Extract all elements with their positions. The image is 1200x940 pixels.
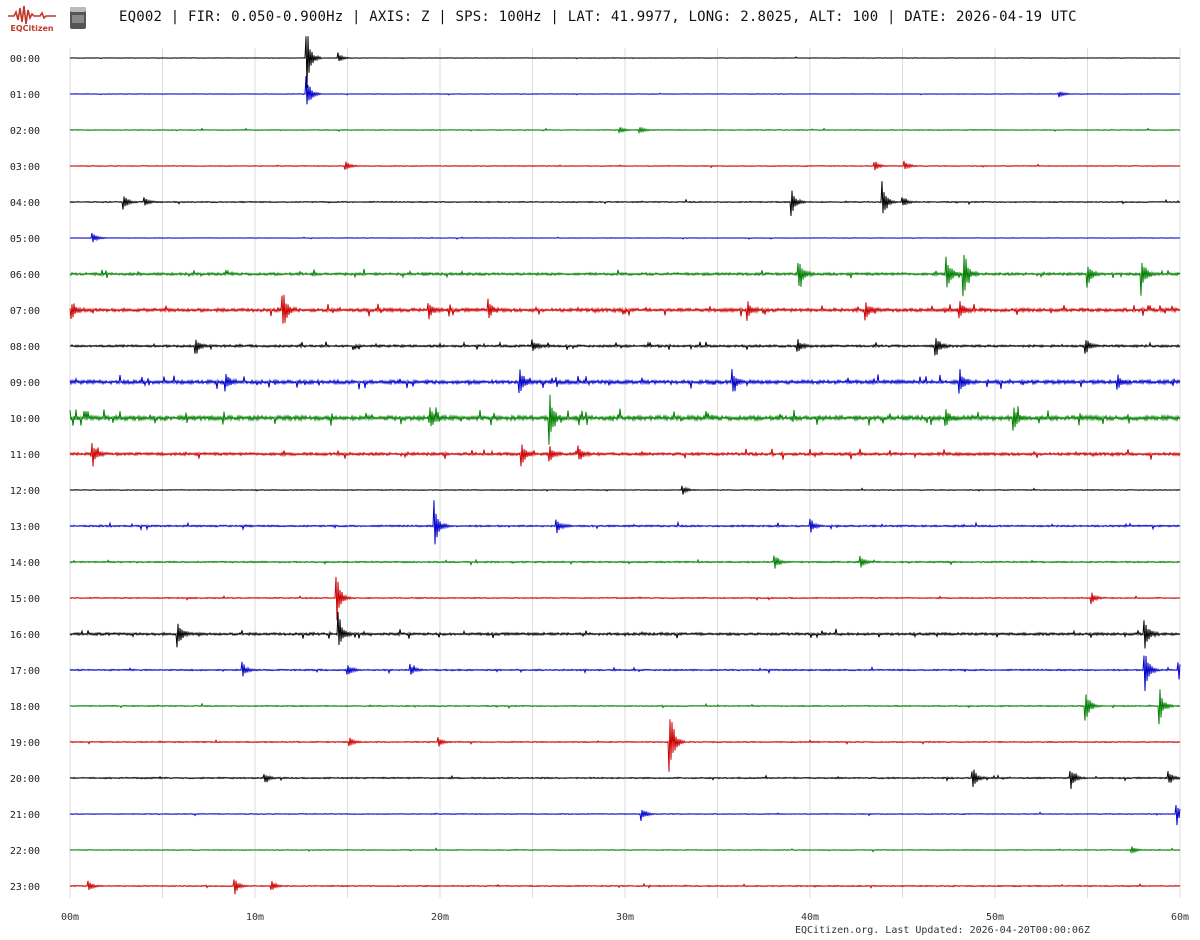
row-time-label: 10:00	[10, 414, 40, 425]
seismic-trace-1000	[69, 394, 1181, 445]
seismic-trace-1500	[69, 576, 1181, 621]
row-time-label: 08:00	[10, 342, 40, 353]
x-tick-label: 50m	[986, 912, 1004, 923]
x-tick-label: 30m	[616, 912, 634, 923]
seismic-trace-1800	[69, 689, 1181, 725]
last-updated-footer: EQCitizen.org. Last Updated: 2026-04-20T…	[794, 925, 1090, 936]
row-time-label: 19:00	[10, 738, 40, 749]
row-time-label: 16:00	[10, 630, 40, 641]
row-time-label: 04:00	[10, 198, 40, 209]
x-tick-label: 60m	[1171, 912, 1189, 923]
row-time-label: 05:00	[10, 234, 40, 245]
seismogram-logo-icon	[8, 5, 56, 25]
x-tick-label: 20m	[431, 912, 449, 923]
seismic-trace-1700	[69, 655, 1181, 692]
row-time-label: 07:00	[10, 306, 40, 317]
seismic-trace-0100	[69, 75, 1181, 105]
seismic-trace-2200	[69, 846, 1181, 855]
seismic-trace-1100	[69, 442, 1181, 467]
x-tick-label: 00m	[61, 912, 79, 923]
row-time-label: 12:00	[10, 486, 40, 497]
row-time-label: 20:00	[10, 774, 40, 785]
row-time-label: 13:00	[10, 522, 40, 533]
x-axis-ticks: 00m 10m 20m 30m 40m 50m 60m	[61, 912, 1189, 923]
row-time-label: 21:00	[10, 810, 40, 821]
eqcitizen-logo: EQCitizen	[4, 2, 60, 36]
seismic-trace-0700	[69, 294, 1181, 324]
row-time-label: 18:00	[10, 702, 40, 713]
row-time-label: 17:00	[10, 666, 40, 677]
row-time-label: 22:00	[10, 846, 40, 857]
row-time-label: 11:00	[10, 450, 40, 461]
header: EQCitizen EQ002 | FIR: 0.050-0.900Hz | A…	[0, 0, 1200, 40]
row-time-label: 03:00	[10, 162, 40, 173]
seismic-trace-0400	[69, 181, 1181, 217]
row-time-label: 14:00	[10, 558, 40, 569]
grid-lines	[69, 48, 1181, 898]
seismic-trace-0300	[69, 160, 1181, 171]
row-time-label: 15:00	[10, 594, 40, 605]
x-tick-label: 40m	[801, 912, 819, 923]
row-time-label: 23:00	[10, 882, 40, 893]
seismic-trace-0500	[69, 232, 1181, 243]
seismic-trace-0900	[69, 369, 1181, 394]
row-time-label: 01:00	[10, 90, 40, 101]
sensor-icon	[70, 7, 86, 29]
seismic-trace-2300	[69, 879, 1181, 895]
seismic-trace-0200	[69, 126, 1181, 135]
row-time-label: 02:00	[10, 126, 40, 137]
x-tick-label: 10m	[246, 912, 264, 923]
seismic-trace-2100	[69, 804, 1181, 826]
row-time-label: 09:00	[10, 378, 40, 389]
trace-rows: 00:00 01:00 02:00 03:00 04:00 05:00 06:00 07:00…	[10, 36, 1181, 895]
row-time-label: 06:00	[10, 270, 40, 281]
seismic-trace-1400	[69, 555, 1181, 569]
row-time-label: 00:00	[10, 54, 40, 65]
seismic-trace-1900	[69, 719, 1181, 772]
seismic-trace-0800	[69, 338, 1181, 356]
seismic-trace-1600	[69, 611, 1181, 649]
seismic-trace-2000	[69, 769, 1181, 790]
seismic-trace-1200	[69, 485, 1181, 495]
logo-label: EQCitizen	[10, 24, 54, 33]
seismic-trace-1300	[69, 500, 1181, 545]
seismic-trace-0600	[69, 254, 1181, 297]
page-title: EQ002 | FIR: 0.050-0.900Hz | AXIS: Z | S…	[119, 9, 1077, 25]
seismic-trace-0000	[69, 36, 1181, 89]
